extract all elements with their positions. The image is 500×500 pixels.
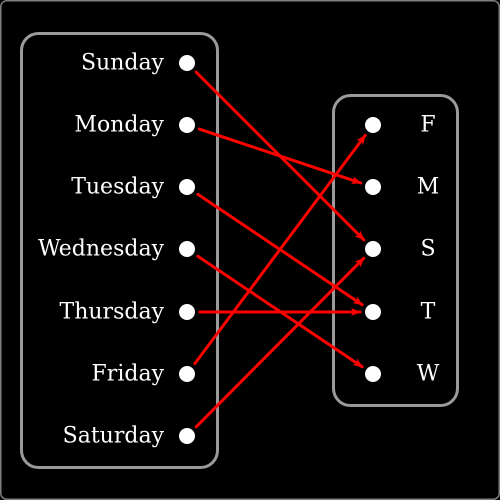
codomain-set-box xyxy=(332,94,459,407)
domain-label-thursday: Thursday xyxy=(60,300,165,325)
domain-node-wednesday xyxy=(179,241,195,257)
codomain-node-s xyxy=(365,241,381,257)
domain-node-tuesday xyxy=(179,179,195,195)
domain-label-monday: Monday xyxy=(74,113,164,138)
domain-node-monday xyxy=(179,117,195,133)
domain-nodes xyxy=(179,55,195,444)
domain-label-tuesday: Tuesday xyxy=(71,175,164,200)
arrow-saturday-to-s xyxy=(194,256,366,429)
codomain-node-f xyxy=(365,117,381,133)
codomain-node-m xyxy=(365,179,381,195)
codomain-node-t xyxy=(365,304,381,320)
codomain-label-t: T xyxy=(421,300,436,325)
domain-label-saturday: Saturday xyxy=(63,424,165,449)
domain-labels: Sunday Monday Tuesday Wednesday Thursday… xyxy=(38,51,165,449)
domain-set-box xyxy=(20,32,219,469)
codomain-node-w xyxy=(365,366,381,382)
domain-node-thursday xyxy=(179,304,195,320)
domain-node-sunday xyxy=(179,55,195,71)
codomain-labels: F M S T W xyxy=(417,113,440,387)
domain-label-sunday: Sunday xyxy=(81,51,165,76)
arrow-friday-to-f xyxy=(193,133,367,366)
mapping-arrows xyxy=(193,70,367,429)
codomain-label-s: S xyxy=(420,237,435,262)
codomain-label-m: M xyxy=(417,175,440,200)
codomain-label-w: W xyxy=(417,362,440,387)
domain-node-saturday xyxy=(179,428,195,444)
codomain-label-f: F xyxy=(420,113,435,138)
domain-node-friday xyxy=(179,366,195,382)
arrow-monday-to-m xyxy=(197,127,363,185)
codomain-nodes xyxy=(365,117,381,382)
domain-label-friday: Friday xyxy=(92,362,165,387)
domain-label-wednesday: Wednesday xyxy=(38,237,165,262)
